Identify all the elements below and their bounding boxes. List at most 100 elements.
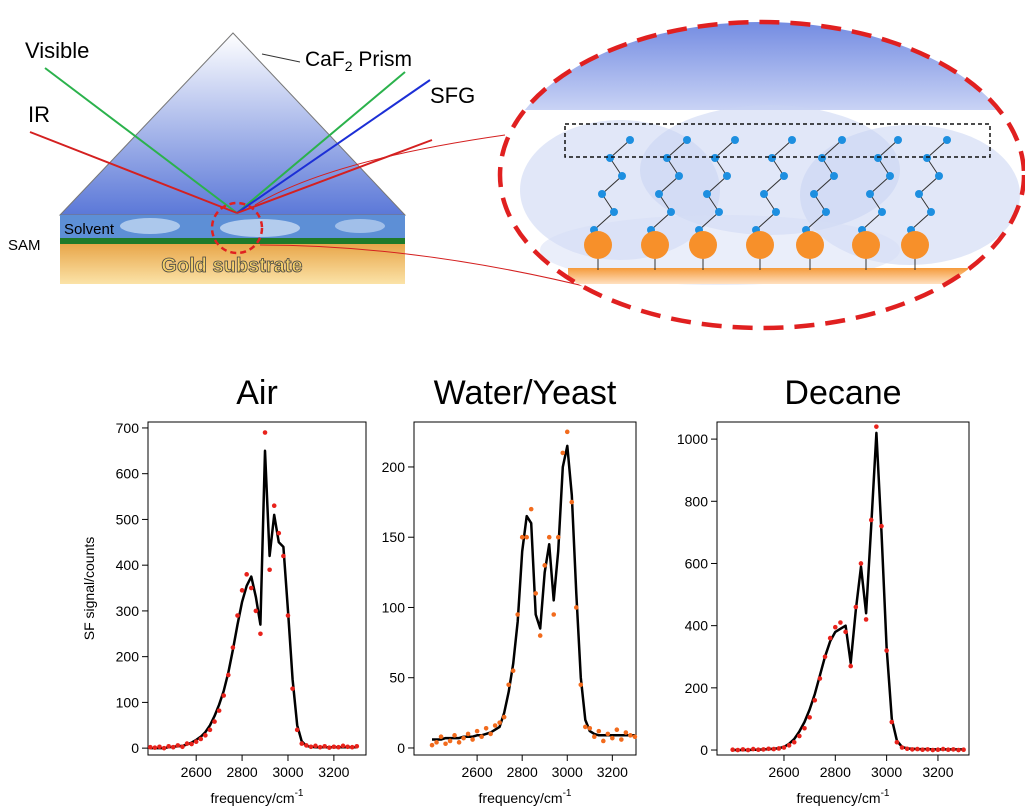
y-tick-label: 600 [116,466,140,482]
data-point [761,747,766,752]
data-point [148,745,153,750]
y-tick-label: 0 [397,740,405,756]
data-point [166,744,171,749]
data-point [231,645,236,650]
carbon [731,136,739,144]
solvent-texture [335,219,385,233]
carbon [915,190,923,198]
data-point [221,693,226,698]
fit-line [150,451,356,748]
y-tick-label: 400 [685,618,709,634]
solvent-texture [120,218,180,234]
data-point [267,567,272,572]
y-tick-label: 200 [382,459,406,475]
data-point [533,591,538,596]
data-point [336,745,341,750]
carbon [923,154,931,162]
data-point [606,732,611,737]
y-tick-label: 50 [389,670,405,686]
x-axis-label-main: frequency/cm [211,790,295,806]
x-axis-label-main: frequency/cm [797,790,881,806]
figure: Visible IR CaF2 Prism SFG Solvent SAM Go… [0,0,1025,812]
carbon [683,136,691,144]
data-point [741,747,746,752]
y-tick-label: 300 [116,603,140,619]
sam-layer [60,238,405,244]
label-ir: IR [28,102,50,127]
data-point [615,727,620,732]
data-point [295,728,300,733]
data-point [171,745,176,750]
data-point [900,745,905,750]
data-point [601,739,606,744]
fit-line [432,446,635,740]
x-axis-label-sup: -1 [881,788,890,799]
y-tick-label: 500 [116,511,140,527]
data-point [592,734,597,739]
data-point [551,612,556,617]
carbon [610,208,618,216]
headgroup [746,231,774,259]
data-point [941,747,946,752]
y-tick-label: 800 [685,493,709,509]
data-point [208,728,213,733]
data-point [556,535,561,540]
x-axis-label: frequency/cm-1 [479,788,572,806]
data-point [493,723,498,728]
data-point [569,500,574,505]
data-point [515,612,520,617]
data-point [475,729,480,734]
carbon [655,190,663,198]
data-point [520,535,525,540]
data-point [807,715,812,720]
data-point [304,743,309,748]
data-point [771,747,776,752]
carbon [768,154,776,162]
carbon [675,172,683,180]
carbon [723,172,731,180]
data-point [925,747,930,752]
data-point [176,743,181,748]
y-tick-label: 200 [116,649,140,665]
data-point [730,747,735,752]
data-point [345,744,350,749]
data-point [286,613,291,618]
carbon [818,154,826,162]
carbon [715,208,723,216]
carbon [788,136,796,144]
label-prism-suffix: Prism [352,48,412,71]
x-tick-label: 3000 [871,764,902,780]
headgroup [584,231,612,259]
data-point [864,617,869,622]
prism-pointer [262,54,300,62]
data-point [484,726,489,731]
data-point [756,747,761,752]
data-point [194,739,199,744]
data-point [157,744,162,749]
data-point [511,668,516,673]
data-point [787,743,792,748]
carbon [618,172,626,180]
data-point [751,747,756,752]
data-point [920,747,925,752]
data-point [597,729,602,734]
carbon [780,172,788,180]
data-point [180,744,185,749]
y-tick-label: 700 [116,420,140,436]
data-point [497,720,502,725]
data-point [254,609,259,614]
data-point [746,748,751,753]
x-tick-label: 2800 [820,764,851,780]
carbon [894,136,902,144]
data-point [258,631,263,636]
data-point [874,424,879,429]
substrate-bar [568,268,968,284]
carbon [886,172,894,180]
data-point [502,715,507,720]
x-axis-label-main: frequency/cm [479,790,563,806]
data-point [895,740,900,745]
data-point [797,734,802,739]
data-point [889,720,894,725]
y-tick-label: 1000 [677,431,708,447]
x-axis-label-sup: -1 [295,788,304,799]
